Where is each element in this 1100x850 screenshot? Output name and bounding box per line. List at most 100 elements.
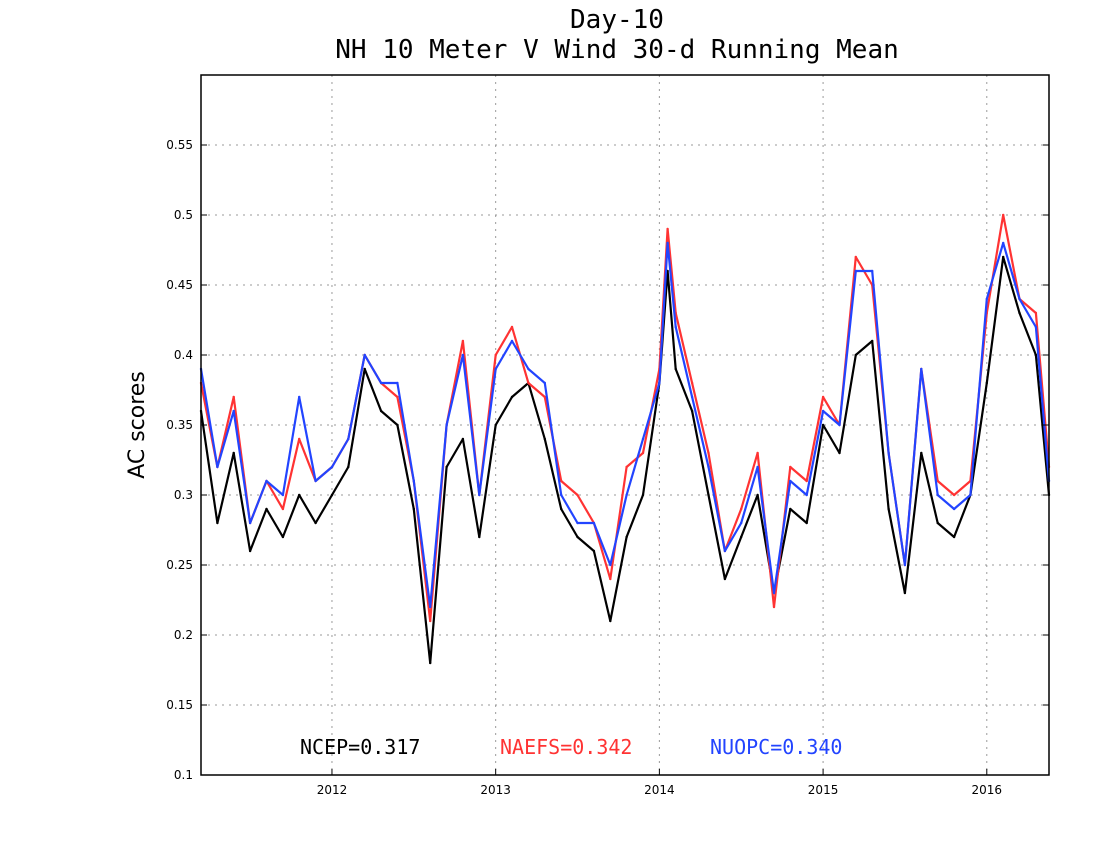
data-point-ncep (576, 535, 579, 539)
series-line-naefs (199, 213, 1051, 623)
data-point-ncep (1002, 255, 1005, 259)
series-line-ncep (199, 255, 1051, 665)
data-point-ncep (1034, 353, 1038, 357)
data-point-ncep (707, 493, 710, 497)
data-point-ncep (756, 493, 759, 497)
data-point-nuopc (461, 353, 465, 357)
data-point-ncep (445, 465, 448, 469)
data-point-nuopc (1018, 297, 1021, 301)
data-point-nuopc (658, 381, 661, 385)
data-point-ncep (625, 535, 628, 539)
data-point-nuopc (330, 465, 334, 469)
data-point-nuopc (887, 451, 890, 455)
data-point-nuopc (510, 339, 514, 343)
data-point-nuopc (281, 493, 285, 497)
data-point-nuopc (952, 507, 956, 511)
data-point-naefs (690, 381, 694, 385)
data-point-naefs (641, 451, 645, 455)
data-point-ncep (1018, 311, 1021, 315)
data-point-nuopc (379, 381, 383, 385)
data-point-ncep (674, 367, 677, 371)
y-tick-label: 0.35 (166, 418, 193, 432)
data-point-nuopc (1034, 325, 1038, 329)
data-point-nuopc (756, 465, 759, 469)
data-point-naefs (756, 451, 759, 455)
data-point-nuopc (871, 269, 874, 273)
data-point-ncep (560, 507, 563, 511)
data-point-ncep (789, 507, 792, 511)
data-point-nuopc (560, 493, 563, 497)
data-point-nuopc (969, 493, 972, 497)
data-point-ncep (805, 521, 808, 525)
data-point-nuopc (347, 437, 350, 441)
data-point-nuopc (1002, 241, 1005, 245)
data-point-ncep (412, 507, 415, 511)
data-point-ncep (871, 339, 874, 343)
data-point-ncep (494, 423, 497, 427)
data-point-nuopc (265, 479, 268, 483)
data-point-nuopc (821, 409, 825, 413)
data-point-nuopc (216, 465, 219, 469)
data-point-nuopc (445, 423, 448, 427)
data-point-ncep (330, 493, 334, 497)
data-point-ncep (543, 437, 546, 441)
data-point-ncep (985, 381, 988, 385)
data-point-ncep (936, 521, 939, 525)
data-point-naefs (625, 465, 628, 469)
data-point-ncep (232, 451, 235, 455)
data-point-naefs (772, 605, 776, 609)
data-point-naefs (805, 479, 808, 483)
data-point-nuopc (576, 521, 579, 525)
series-layer (199, 213, 1051, 665)
data-point-naefs (510, 325, 514, 329)
data-point-nuopc (543, 381, 546, 385)
data-point-ncep (347, 465, 350, 469)
data-point-nuopc (674, 325, 677, 329)
series-points-naefs (199, 213, 1051, 623)
data-point-nuopc (592, 521, 596, 525)
data-point-ncep (821, 423, 825, 427)
x-tick-label: 2014 (644, 783, 675, 797)
data-point-ncep (952, 535, 956, 539)
data-point-ncep (920, 451, 923, 455)
data-point-nuopc (854, 269, 857, 273)
chart-subtitle: NH 10 Meter V Wind 30-d Running Mean (335, 35, 899, 65)
data-point-nuopc (936, 493, 939, 497)
data-point-ncep (265, 507, 268, 511)
data-point-ncep (363, 367, 366, 371)
data-point-ncep (429, 661, 432, 665)
data-point-naefs (543, 395, 546, 399)
data-point-naefs (666, 227, 669, 231)
data-point-nuopc (478, 493, 481, 497)
data-point-naefs (854, 255, 857, 259)
data-point-ncep (641, 493, 645, 497)
data-point-ncep (592, 549, 596, 553)
x-tick-label: 2012 (317, 783, 348, 797)
data-point-nuopc (314, 479, 317, 483)
data-point-nuopc (625, 493, 628, 497)
data-point-ncep (216, 521, 219, 525)
data-point-ncep (887, 507, 890, 511)
legend-ncep: NCEP=0.317 (300, 735, 420, 759)
y-tick-label: 0.25 (166, 558, 193, 572)
data-point-nuopc (412, 479, 415, 483)
data-point-ncep (903, 591, 907, 595)
data-point-nuopc (903, 563, 907, 567)
y-axis-label: AC scores (125, 371, 150, 479)
data-point-nuopc (740, 521, 743, 525)
data-point-naefs (232, 395, 235, 399)
series-line-nuopc (199, 241, 1051, 609)
data-point-naefs (429, 619, 432, 623)
y-tick-label: 0.15 (166, 698, 193, 712)
data-point-nuopc (666, 241, 669, 245)
data-point-nuopc (723, 549, 727, 553)
data-point-nuopc (396, 381, 399, 385)
data-point-ncep (314, 521, 317, 525)
data-point-nuopc (298, 395, 301, 399)
data-point-naefs (281, 507, 285, 511)
data-point-naefs (560, 479, 563, 483)
data-point-nuopc (805, 493, 808, 497)
data-point-nuopc (363, 353, 366, 357)
legend-naefs: NAEFS=0.342 (500, 735, 632, 759)
